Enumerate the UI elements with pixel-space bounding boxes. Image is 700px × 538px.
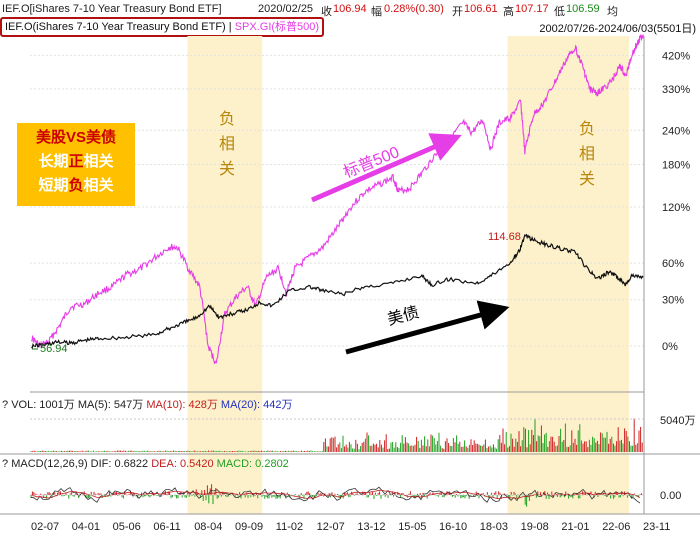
vol-ma5: MA(5): 547万	[77, 399, 144, 411]
x-tick-11: 18-03	[480, 521, 508, 533]
price-lines	[30, 33, 644, 364]
legend-ief: IEF.O(iShares 7-10 Year Treasury Bond ET…	[5, 21, 226, 33]
macd-dif: DIF: 0.6822	[90, 458, 149, 470]
bond-arrow-label: 美债	[385, 303, 421, 329]
neg-corr-2-char-2: 关	[579, 170, 595, 188]
y-tick-4: 120%	[662, 202, 690, 214]
neg-corr-2-char-1: 相	[579, 145, 595, 163]
note-negative: 负	[68, 177, 84, 194]
x-tick-15: 23-11	[643, 521, 670, 533]
x-tick-14: 22-06	[602, 521, 630, 533]
x-tick-2: 05-06	[113, 521, 141, 533]
date-range: 2002/07/26-2024/06/03(5501日)	[539, 23, 696, 35]
x-tick-5: 09-09	[235, 521, 263, 533]
avg-label: 均	[607, 6, 618, 18]
x-tick-6: 11-02	[276, 521, 303, 533]
volume-bars	[30, 418, 643, 452]
macd-title: MACD(12,26,9)	[11, 458, 88, 470]
correlation-note: 美股VS美债 长期正相关 短期负相关	[17, 123, 135, 206]
macd-header: ? MACD(12,26,9) DIF: 0.6822 DEA: 0.5420 …	[2, 458, 289, 470]
note-short: 短期	[38, 177, 69, 194]
vol-header: ? VOL: 1001万 MA(5): 547万 MA(10): 428万 MA…	[2, 396, 292, 412]
vol-value: VOL: 1001万	[11, 399, 75, 411]
high-label: 高	[503, 6, 514, 18]
high-value: 107.17	[515, 3, 549, 15]
spx-arrow	[311, 133, 462, 203]
quote-date: 2020/02/25	[258, 3, 314, 15]
max-marker: 114.68	[488, 231, 521, 243]
x-tick-10: 16-10	[439, 521, 467, 533]
y-tick-0: 420%	[662, 50, 690, 62]
vol-ma20: MA(20): 442万	[220, 399, 293, 411]
x-tick-12: 19-08	[521, 521, 549, 533]
quote-header: IEF.O[iShares 7-10 Year Treasury Bond ET…	[0, 0, 700, 18]
note-line1: 美股VS美债	[35, 129, 116, 146]
y-tick-7: 0%	[662, 341, 678, 353]
bond-arrow	[345, 300, 510, 355]
open-value: 106.61	[464, 3, 498, 15]
legend-separator: |	[225, 21, 235, 33]
neg-corr-1-char-1: 相	[219, 135, 235, 153]
start-marker: 56.94	[40, 343, 68, 355]
note-line2: 长期正相关	[17, 150, 135, 174]
x-tick-4: 08-04	[194, 521, 222, 533]
macd-value: MACD: 0.2802	[216, 458, 289, 470]
macd-axis-label: 0.00	[660, 490, 681, 502]
dif-line	[30, 486, 641, 504]
note-line3: 短期负相关	[17, 174, 135, 198]
neg-corr-1-char-2: 关	[219, 160, 235, 178]
note-corr-b: 相关	[83, 177, 114, 194]
note-long: 长期	[38, 153, 69, 170]
series-legend[interactable]: IEF.O(iShares 7-10 Year Treasury Bond ET…	[0, 17, 325, 37]
close-label: 收	[321, 6, 332, 18]
y-tick-6: 30%	[662, 295, 684, 307]
note-corr-a: 相关	[83, 153, 114, 170]
legend-spx: SPX.GI(标普500)	[234, 21, 320, 33]
y-tick-2: 240%	[662, 125, 690, 137]
axes	[0, 36, 700, 515]
neg-corr-1-char-0: 负	[219, 110, 235, 128]
neg-corr-band-2	[507, 36, 630, 514]
highlight-bands	[187, 36, 630, 514]
x-tick-3: 06-11	[153, 521, 180, 533]
x-tick-9: 15-05	[398, 521, 426, 533]
x-tick-7: 12-07	[317, 521, 345, 533]
tick-labels: 420% 330% 240% 180% 120% 60% 30% 0% 02-07 04-01 05…	[31, 50, 695, 533]
close-value: 106.94	[333, 3, 367, 15]
macd-help-icon[interactable]: ?	[2, 458, 9, 470]
ief-line	[31, 233, 644, 349]
y-tick-3: 180%	[662, 159, 690, 171]
low-value: 106.59	[566, 3, 600, 15]
vol-axis-label: 5040万	[660, 415, 695, 427]
instrument-name: IEF.O[iShares 7-10 Year Treasury Bond ET…	[2, 3, 222, 15]
macd-dea: DEA: 0.5420	[151, 458, 214, 470]
note-positive: 正	[68, 153, 84, 170]
y-tick-1: 330%	[662, 84, 690, 96]
neg-corr-band-1	[187, 36, 263, 514]
open-label: 开	[452, 6, 463, 18]
vol-ma10: MA(10): 428万	[146, 399, 218, 411]
spx-line	[30, 33, 644, 364]
y-tick-5: 60%	[662, 258, 684, 270]
x-tick-13: 21-01	[561, 521, 589, 533]
x-tick-8: 13-12	[357, 521, 385, 533]
change-value: 0.28%(0.30)	[384, 3, 444, 15]
low-label: 低	[554, 6, 565, 18]
x-tick-0: 02-07	[31, 521, 59, 533]
neg-corr-2-char-0: 负	[579, 120, 595, 138]
change-label: 幅	[371, 6, 382, 18]
x-tick-1: 04-01	[72, 521, 100, 533]
vol-help-icon[interactable]: ?	[2, 399, 9, 411]
